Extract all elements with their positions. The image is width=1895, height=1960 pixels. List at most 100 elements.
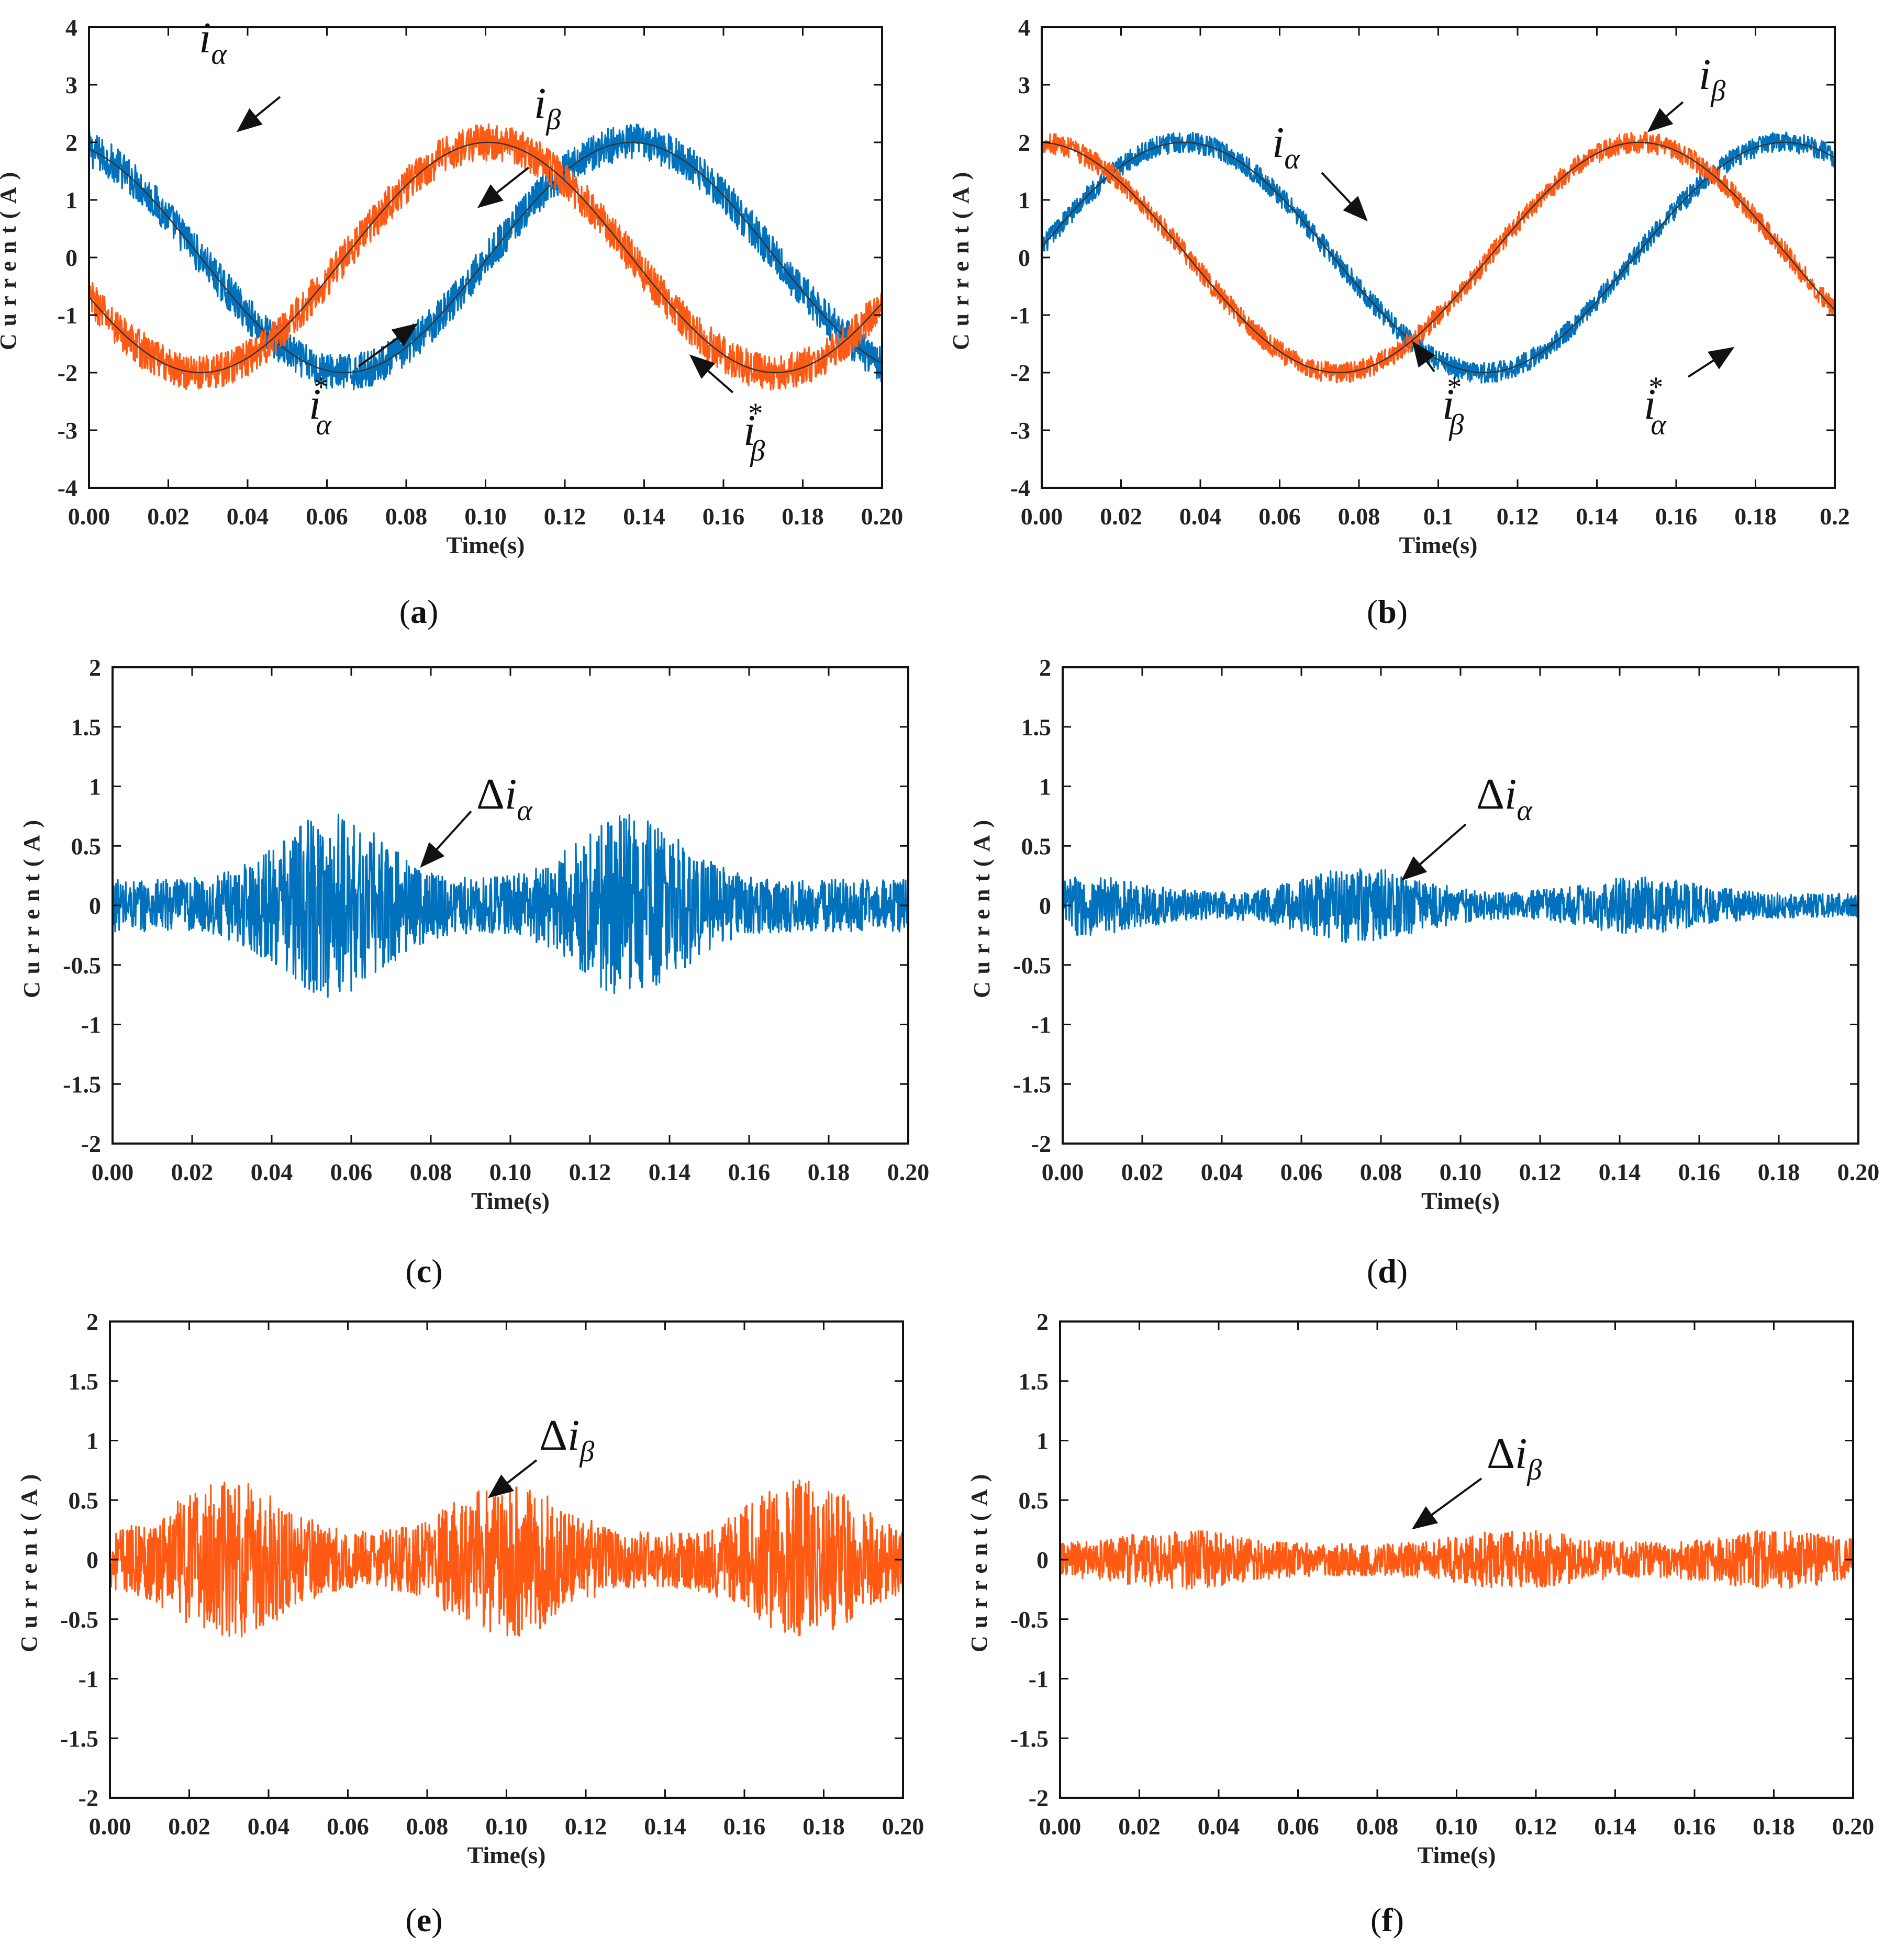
reference-line-iβ (1042, 141, 1835, 374)
plot-area-d (1063, 868, 1858, 944)
annotation-label: i* β (1442, 371, 1464, 441)
x-tick-label: 0.16 (1674, 1813, 1716, 1840)
y-tick-label: 1 (1039, 774, 1051, 800)
annotation-arrow (420, 810, 472, 868)
x-tick-label: 0.14 (649, 1159, 691, 1185)
x-tick-label: 0.04 (251, 1159, 293, 1185)
y-axis-label: Current(A) (0, 165, 21, 350)
x-tick-label: 0.06 (327, 1813, 369, 1840)
series-line-iβ (1042, 131, 1835, 384)
x-tick-label: 0.08 (1356, 1813, 1399, 1840)
x-tick-label: 0.06 (306, 503, 348, 530)
chart-a: 4 3 2 1 0 -1 -2 -3 -40.00 0.02 0.04 0.06 0.08 0.10 0.1… (0, 14, 903, 630)
reference-line-iα (89, 141, 882, 374)
plot-area-c (113, 813, 908, 998)
x-tick-label: 0.18 (1758, 1159, 1800, 1185)
y-tick-label: 2 (1018, 129, 1030, 156)
x-tick-label: 0.18 (1734, 503, 1777, 530)
reference-line-iβ (89, 141, 882, 374)
y-tick-label: 1.5 (71, 714, 102, 741)
y-tick-label: 1.5 (1019, 1368, 1049, 1395)
y-tick-label: 2 (65, 129, 77, 156)
y-tick-label: 0.5 (1021, 833, 1052, 859)
x-axis-label: Time(s) (1399, 532, 1478, 558)
annotation-arrow (1401, 823, 1467, 881)
x-tick-label: 0.02 (1100, 503, 1142, 530)
y-tick-label: 4 (65, 14, 77, 41)
chart-c: 2 1.5 1 0.5 0 -0.5 -1 -1.5 -20.00 0.02 0.04 0.06 0.0… (19, 654, 929, 1290)
y-tick-label: -1 (1031, 1012, 1051, 1038)
annotation-arrow (1321, 172, 1368, 221)
y-tick-label: -0.5 (1013, 952, 1051, 979)
x-tick-label: 0.14 (644, 1813, 686, 1840)
y-tick-label: -2 (1010, 360, 1030, 386)
x-tick-label: 0.00 (1021, 503, 1063, 530)
x-tick-label: 0.10 (489, 1159, 532, 1185)
x-tick-label: 0.16 (703, 503, 745, 530)
chart-e: 2 1.5 1 0.5 0 -0.5 -1 -1.5 -20.00 0.02 0.04 0.06 0.0… (16, 1308, 924, 1939)
x-tick-label: 0.16 (728, 1159, 771, 1185)
x-tick-label: 0.08 (385, 503, 428, 530)
x-tick-label: 0.00 (1042, 1159, 1084, 1185)
y-tick-label: 1.5 (1021, 714, 1052, 741)
annotation-arrow (689, 354, 734, 394)
x-tick-label: 0.1 (1423, 503, 1454, 530)
x-tick-label: 0.18 (1753, 1813, 1795, 1840)
x-tick-label: 0.18 (802, 1813, 845, 1840)
x-tick-label: 0.20 (882, 1813, 924, 1840)
y-tick-label: 0 (86, 1547, 98, 1573)
x-axis-label: Time(s) (467, 1842, 546, 1868)
x-tick-label: 0.06 (330, 1159, 373, 1185)
subfigure-caption: (c) (405, 1252, 442, 1290)
series-line-Δiα (113, 813, 908, 998)
x-tick-label: 0.20 (887, 1159, 930, 1185)
x-tick-label: 0.20 (1832, 1813, 1875, 1840)
x-tick-label: 0.10 (1435, 1813, 1478, 1840)
subfigure-caption: (a) (399, 593, 439, 630)
y-tick-label: 0 (1039, 892, 1051, 919)
y-tick-label: 2 (89, 654, 101, 681)
y-axis-label: Current(A) (948, 165, 974, 350)
y-tick-label: 2 (1039, 654, 1051, 681)
y-tick-label: -1 (81, 1012, 101, 1038)
plot-area-e (110, 1479, 903, 1638)
series-line-Δiβ (1060, 1530, 1853, 1590)
y-tick-label: -2 (81, 1130, 101, 1157)
x-tick-label: 0.04 (1198, 1813, 1240, 1840)
x-tick-label: 0.02 (147, 503, 190, 530)
x-tick-label: 0.12 (569, 1159, 611, 1185)
x-tick-label: 0.02 (1121, 1159, 1164, 1185)
subfigure-caption: (f) (1370, 1901, 1404, 1939)
annotation-arrow (358, 323, 418, 367)
annotation-arrow (1411, 1477, 1482, 1530)
y-tick-label: -2 (1029, 1785, 1049, 1811)
x-tick-label: 0.12 (544, 503, 586, 530)
y-tick-label: 2 (86, 1308, 98, 1335)
series-line-iβ (89, 123, 882, 391)
y-tick-label: 1 (65, 187, 77, 214)
x-tick-label: 0.12 (1497, 503, 1539, 530)
x-tick-label: 0.08 (1360, 1159, 1402, 1185)
annotation-arrow (1687, 346, 1735, 378)
y-tick-label: 1 (86, 1428, 98, 1454)
x-tick-label: 0.04 (248, 1813, 290, 1840)
x-tick-label: 0.00 (1039, 1813, 1082, 1840)
subfigure-caption: (b) (1367, 593, 1408, 630)
x-tick-label: 0.08 (406, 1813, 449, 1840)
plot-area-b (1042, 131, 1835, 384)
reference-line-iα (1042, 141, 1835, 374)
x-axis-label: Time(s) (447, 532, 525, 558)
y-tick-label: 0 (65, 244, 77, 271)
y-tick-label: 0.5 (1019, 1487, 1049, 1514)
series-line-Δiβ (110, 1479, 903, 1638)
chart-b: 4 3 2 1 0 -1 -2 -3 -40.00 0.02 0.04 0.06 0.08 0.1 0.12… (948, 14, 1850, 630)
annotation-arrow (487, 1459, 538, 1498)
annotation-label: i* β (743, 397, 765, 467)
y-tick-label: 3 (1018, 72, 1030, 98)
x-tick-label: 0.16 (1678, 1159, 1721, 1185)
y-tick-label: -0.5 (63, 952, 101, 979)
x-tick-label: 0.16 (723, 1813, 766, 1840)
y-tick-label: 1 (1036, 1428, 1049, 1454)
y-tick-label: -1.5 (1010, 1725, 1049, 1752)
x-tick-label: 0.06 (1277, 1813, 1319, 1840)
